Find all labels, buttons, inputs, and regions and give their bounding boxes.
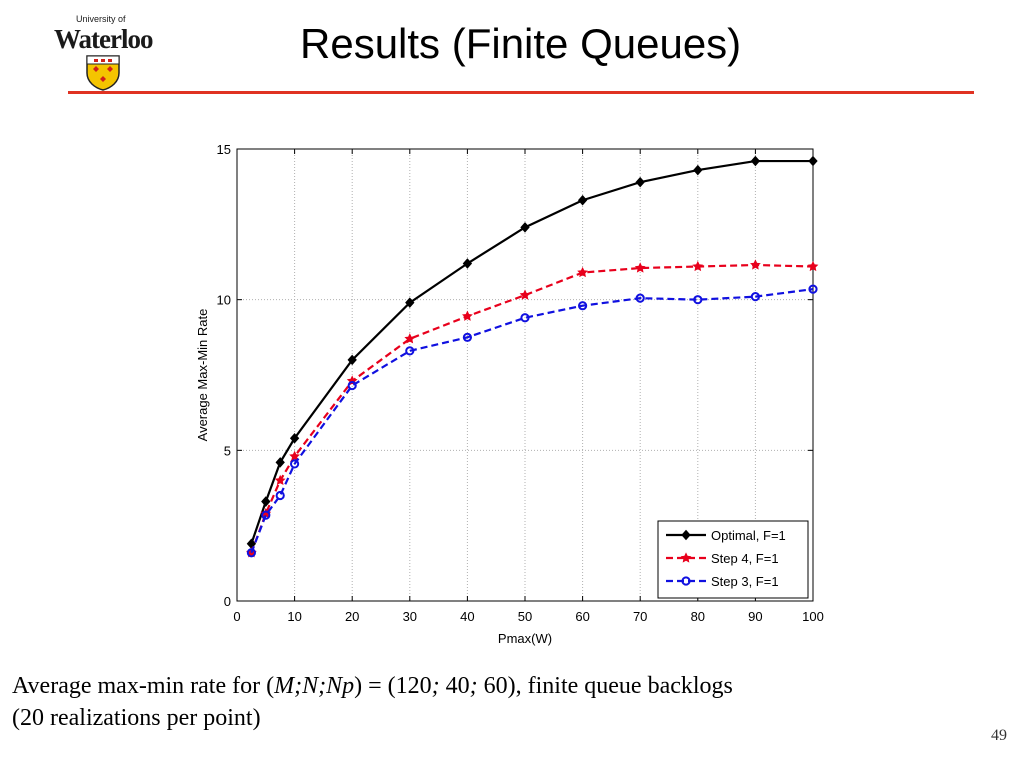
data-point [578, 301, 588, 311]
x-tick-label: 20 [345, 609, 359, 624]
x-tick-label: 100 [802, 609, 824, 624]
data-point [750, 155, 761, 167]
data-point [635, 293, 645, 303]
data-point [750, 292, 761, 302]
data-point [261, 510, 271, 520]
data-point [634, 262, 646, 273]
caption-text-end: 60), finite queue backlogs [477, 673, 733, 699]
data-point [750, 259, 761, 270]
data-point [246, 548, 257, 558]
data-point [519, 289, 531, 300]
data-point [404, 333, 416, 344]
data-point [520, 222, 530, 233]
data-point [520, 313, 530, 323]
data-point [577, 194, 588, 206]
y-tick-label: 15 [217, 142, 231, 157]
x-axis-label: Pmax(W) [498, 631, 552, 646]
y-tick-label: 10 [217, 293, 231, 308]
y-axis-label: Average Max-Min Rate [195, 309, 210, 442]
caption-text-start: Average max-min rate for ( [12, 673, 275, 699]
series-line [250, 288, 814, 554]
x-tick-label: 50 [518, 609, 532, 624]
x-tick-labels: 0 10 20 30 40 50 60 70 80 90 100 [233, 609, 823, 624]
data-point [275, 490, 285, 501]
legend-label: Step 3, F=1 [711, 574, 779, 589]
data-point [808, 284, 818, 294]
x-tick-label: 30 [403, 609, 417, 624]
data-point [807, 260, 819, 272]
grid-lines [237, 149, 813, 601]
data-point [693, 164, 703, 176]
data-point [635, 176, 645, 188]
y-tick-label: 5 [224, 443, 231, 458]
university-logo: University of Waterloo [52, 12, 156, 91]
caption-variables: M;N;Np [274, 673, 355, 699]
data-point [577, 266, 588, 278]
slide-title: Results (Finite Queues) [300, 20, 742, 67]
x-tick-label: 70 [633, 609, 647, 624]
data-point [275, 457, 285, 468]
data-point [347, 354, 357, 366]
caption-text-mid: ) = (120 [354, 673, 432, 699]
page-number: 49 [991, 727, 1007, 744]
x-tick-label: 0 [233, 609, 240, 624]
series-3 [246, 284, 818, 558]
legend: Optimal, F=1 Step 4, F=1 Step 3, F=1 [657, 520, 809, 599]
series-2 [246, 259, 819, 558]
data-point [290, 459, 300, 469]
legend-marker [681, 529, 691, 541]
y-tick-labels: 0 5 10 15 [217, 142, 231, 609]
x-tick-label: 60 [575, 609, 589, 624]
data-point [462, 310, 473, 321]
x-tick-label: 80 [691, 609, 705, 624]
logo-small-text: University of [76, 14, 126, 24]
legend-label: Optimal, F=1 [711, 528, 786, 543]
x-tick-label: 40 [460, 609, 474, 624]
data-point [405, 297, 415, 308]
caption-line-2: (20 realizations per point) [12, 705, 261, 731]
data-point [462, 332, 472, 342]
data-point [289, 450, 300, 461]
x-tick-label: 10 [287, 609, 301, 624]
data-point [274, 474, 286, 486]
caption-value-2: 40 [439, 673, 470, 699]
data-point [261, 496, 271, 507]
data-point [289, 433, 300, 444]
x-tick-label: 90 [748, 609, 762, 624]
caption-separator-1: ; [431, 673, 440, 699]
legend-label: Step 4, F=1 [711, 551, 779, 566]
data-point [462, 258, 473, 269]
data-point [693, 295, 703, 305]
title-divider [68, 91, 974, 94]
figure-caption: Average max-min rate for (M;N;Np) = (120… [12, 670, 1002, 734]
caption-separator-2: ; [469, 673, 478, 699]
data-point [347, 380, 357, 391]
line-chart: 0 10 20 30 40 50 60 70 80 90 100 0 5 10 15 Pmax(W) Av… [195, 142, 824, 646]
legend-marker [680, 552, 692, 563]
data-point [405, 346, 415, 356]
y-tick-label: 0 [224, 594, 231, 609]
crest-icon [86, 55, 120, 91]
data-point [808, 155, 818, 167]
legend-marker [681, 576, 691, 586]
data-point [692, 260, 704, 272]
series-layer [246, 155, 819, 558]
logo-name: Waterloo [54, 24, 153, 54]
